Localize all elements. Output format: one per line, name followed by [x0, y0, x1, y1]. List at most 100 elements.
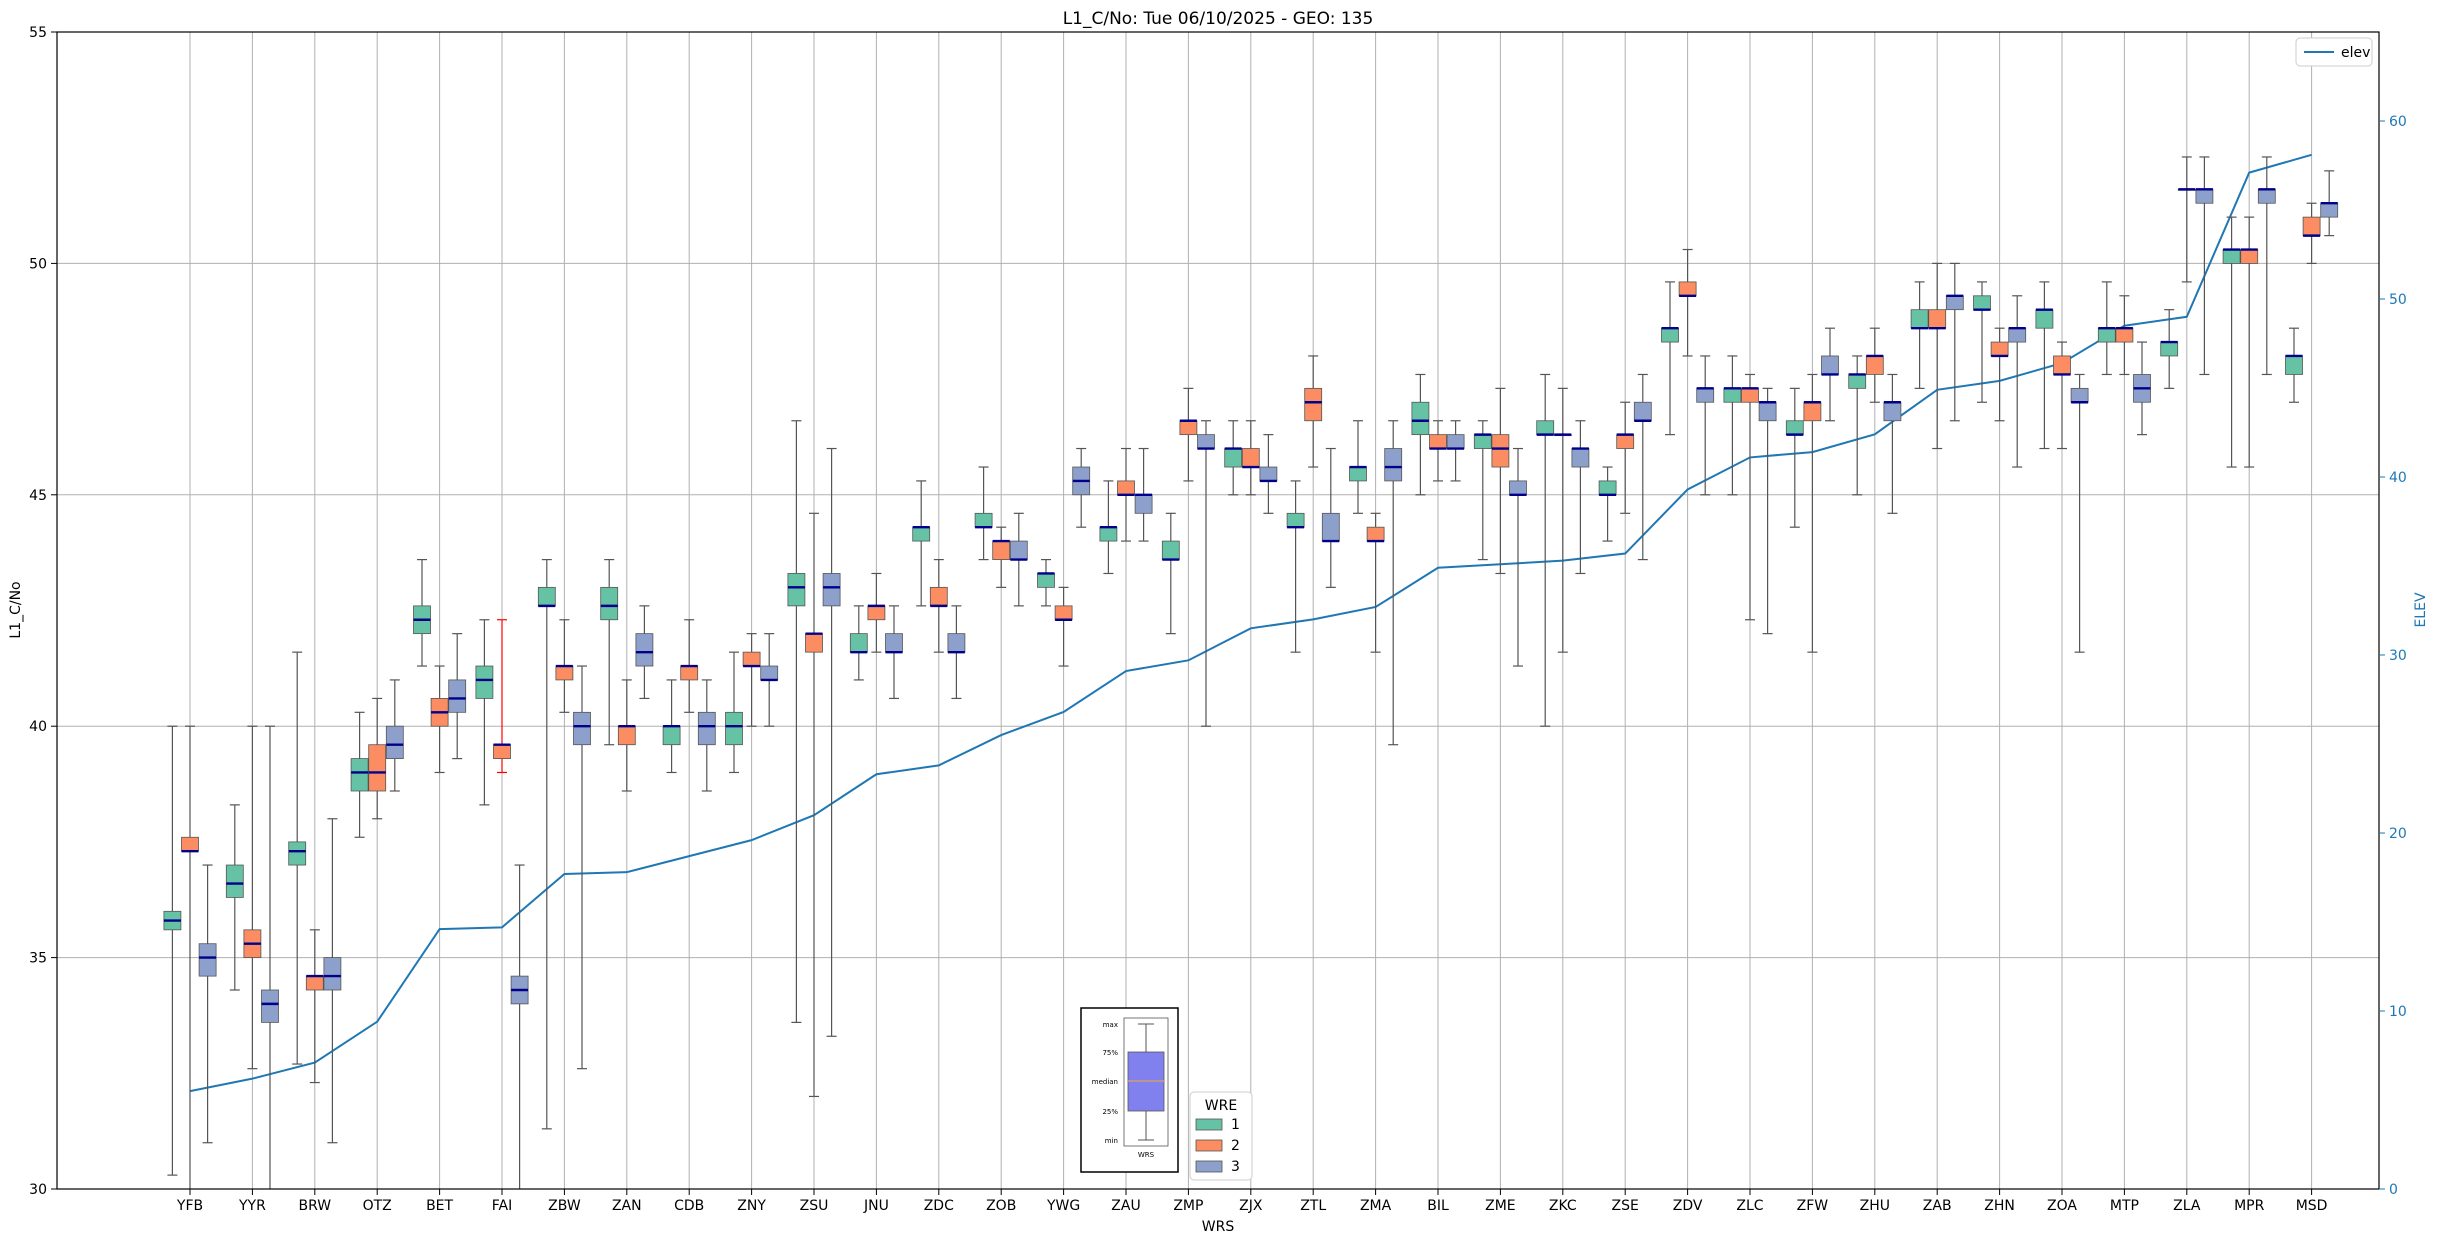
x-tick-label: ZME — [1485, 1198, 1516, 1214]
box-wre-1 — [2222, 249, 2241, 264]
box-wre-3 — [1446, 434, 1465, 449]
box-wre-1 — [2097, 327, 2116, 343]
box-wre-2 — [1054, 605, 1073, 621]
box-wre-3 — [1321, 512, 1340, 542]
box-wre-1 — [2035, 309, 2054, 329]
box-wre-1 — [475, 665, 494, 699]
box-wre-3 — [1009, 540, 1028, 560]
box-wre-1 — [787, 573, 806, 607]
box-wre-3 — [1384, 448, 1403, 482]
wre-legend-swatch-1 — [1195, 1118, 1223, 1131]
y-right-tick-label: 10 — [2389, 1004, 2407, 1020]
box-wre-1 — [537, 586, 556, 607]
y-right-tick-label: 40 — [2389, 470, 2407, 486]
x-tick-label: ZMP — [1173, 1198, 1203, 1214]
x-tick-label: MSD — [2296, 1198, 2328, 1214]
box-wre-1 — [1910, 309, 1929, 329]
box-wre-3 — [1134, 494, 1153, 514]
x-tick-label: ZOA — [2047, 1198, 2077, 1214]
box-wre-2 — [1616, 434, 1635, 449]
box-wre-3 — [1197, 434, 1215, 449]
box-wre-1 — [600, 586, 619, 621]
x-tick-label: YWG — [1046, 1198, 1080, 1214]
box-wre-2 — [181, 836, 199, 852]
x-tick-label: ZBW — [548, 1198, 581, 1214]
x-tick-label: BRW — [298, 1198, 331, 1214]
y-right-tick-label: 60 — [2389, 114, 2407, 130]
x-tick-label: OTZ — [363, 1198, 392, 1214]
y-tick-label: 55 — [29, 25, 47, 41]
box-wre-3 — [2257, 188, 2276, 204]
box-wre-2 — [1366, 526, 1385, 542]
wre-legend-label-3: 3 — [1231, 1159, 1240, 1175]
box-wre-3 — [385, 725, 404, 759]
box-wre-2 — [368, 744, 387, 792]
x-tick-label: MPR — [2234, 1198, 2265, 1214]
box-wre-2 — [1304, 387, 1323, 422]
box-wre-2 — [1241, 448, 1260, 468]
wre-legend: WRE 1 2 3 — [1189, 1091, 1253, 1181]
box-wre-1 — [1161, 540, 1180, 560]
x-tick-label: ZMA — [1360, 1198, 1392, 1214]
x-tick-label: ZAN — [612, 1198, 642, 1214]
x-tick-label: ZSU — [800, 1198, 829, 1214]
box-wre-2 — [2240, 249, 2259, 264]
box-wre-3 — [1821, 355, 1839, 375]
box-wre-2 — [1117, 480, 1135, 496]
box-wre-1 — [725, 711, 743, 746]
y-right-tick-label: 20 — [2389, 826, 2407, 842]
box-wre-1 — [1224, 448, 1243, 468]
box-wre-2 — [493, 744, 511, 759]
box-wre-2 — [617, 725, 636, 746]
box-key-inset: max 75% median 25% min WRS — [1080, 1007, 1179, 1173]
box-wre-1 — [1099, 526, 1118, 542]
box-wre-3 — [822, 573, 841, 607]
plot-frame — [56, 31, 2380, 1190]
y-right-tick-label: 30 — [2389, 648, 2407, 664]
box-wre-2 — [1928, 309, 1947, 329]
box-wre-1 — [2285, 355, 2303, 375]
box-wre-2 — [1179, 420, 1198, 436]
elev-line — [189, 153, 2312, 1093]
box-wre-1 — [1411, 401, 1430, 436]
x-tick-label: ZSE — [1612, 1198, 1639, 1214]
box-wre-1 — [225, 864, 244, 898]
box-wre-1 — [1037, 573, 1055, 588]
box-wre-1 — [2160, 341, 2179, 357]
y-tick-label: 30 — [29, 1182, 47, 1198]
box-wre-3 — [261, 989, 279, 1023]
axes: 30 35 40 45 50 55 0 10 20 30 40 50 60 YFB YYR BRW OTZ BET… — [29, 25, 2407, 1214]
box-wre-2 — [1678, 281, 1697, 297]
box-wre-3 — [448, 679, 467, 713]
x-tick-label: YYR — [238, 1198, 266, 1214]
box-wre-1 — [849, 633, 868, 653]
box-wre-2 — [2115, 327, 2134, 343]
x-tick-label: JNU — [863, 1198, 889, 1214]
chart-title: L1_C/No: Tue 06/10/2025 - GEO: 135 — [1063, 9, 1374, 29]
box-wre-1 — [1598, 480, 1617, 496]
wre-legend-frame — [1189, 1091, 1253, 1181]
box-wre-1 — [912, 526, 931, 542]
y-tick-label: 50 — [29, 256, 47, 272]
wre-legend-label-2: 2 — [1231, 1138, 1240, 1154]
box-wre-2 — [992, 540, 1011, 560]
key-label-q3: 75% — [1102, 1049, 1118, 1057]
x-tick-label: ZTL — [1300, 1198, 1326, 1214]
box-wre-1 — [288, 841, 307, 866]
box-wre-3 — [885, 633, 903, 653]
wre-legend-title: WRE — [1205, 1098, 1237, 1114]
box-wre-1 — [1473, 434, 1492, 449]
elev-series — [189, 153, 2312, 1093]
box-wre-1 — [1536, 420, 1555, 436]
elev-legend-label: elev — [2341, 45, 2370, 61]
box-wre-3 — [1883, 401, 1902, 422]
x-tick-label: ZAU — [1111, 1198, 1140, 1214]
box-wre-1 — [1349, 466, 1367, 482]
x-tick-label: BIL — [1427, 1198, 1449, 1214]
box-wre-1 — [1723, 387, 1742, 403]
wre-legend-swatch-3 — [1195, 1160, 1223, 1173]
x-tick-label: ZDV — [1673, 1198, 1703, 1214]
box-wre-2 — [2302, 216, 2321, 237]
